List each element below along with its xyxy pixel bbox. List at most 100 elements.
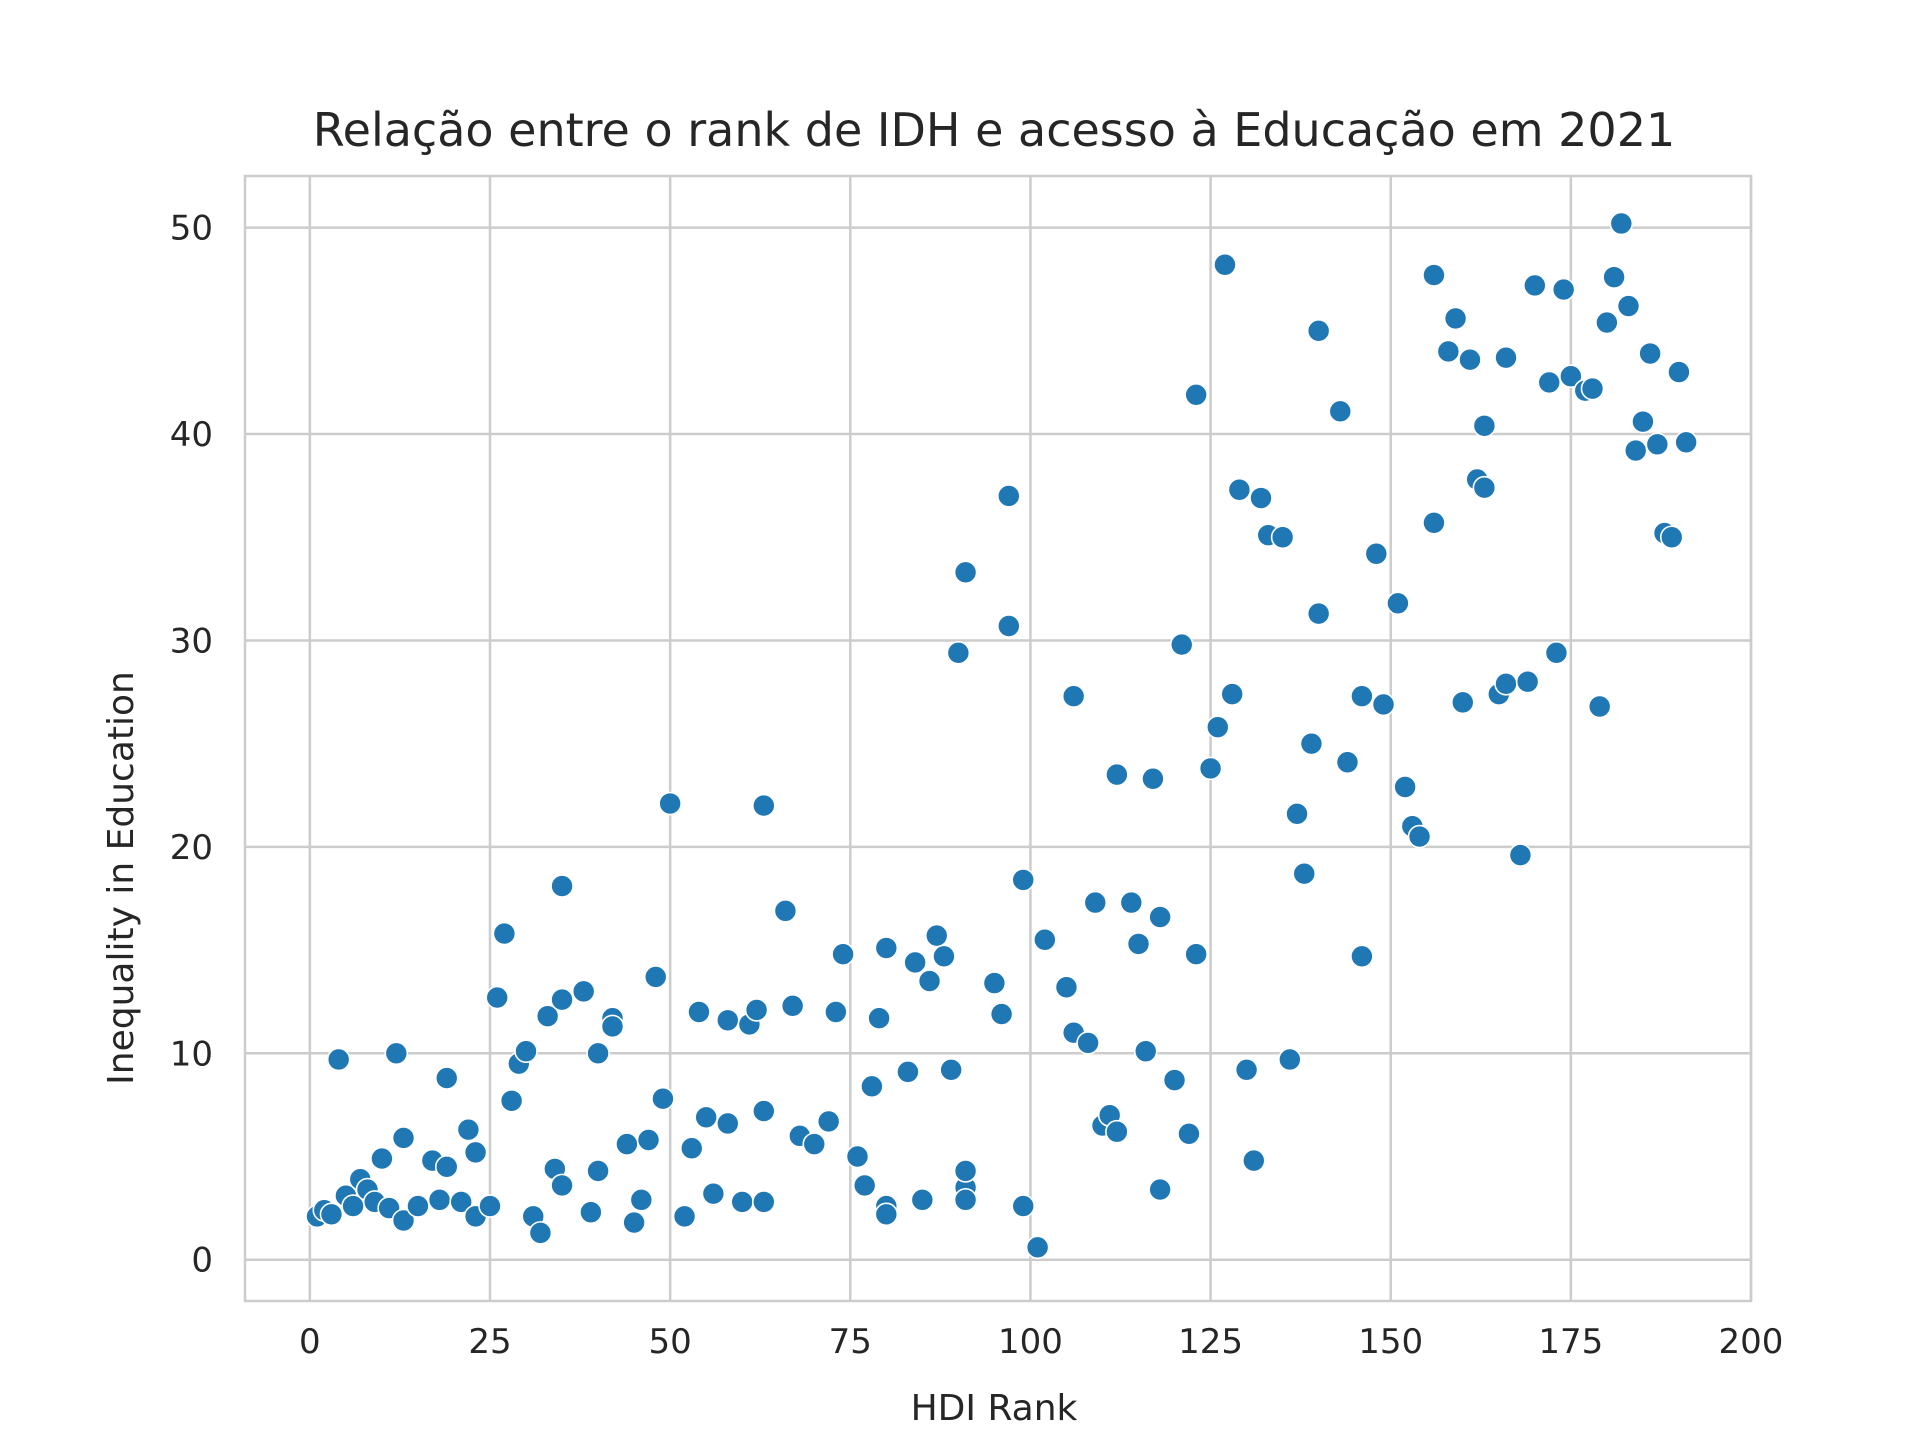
scatter-point: [586, 1041, 610, 1066]
grid: [245, 176, 1753, 1301]
scatter-point: [910, 1188, 935, 1212]
scatter-point: [1609, 211, 1634, 236]
scatter-point: [1213, 252, 1237, 277]
y-tick-label: 30: [170, 621, 213, 661]
scatter-point: [1472, 413, 1497, 438]
y-tick-label: 10: [170, 1034, 213, 1074]
x-tick-label: 100: [998, 1322, 1063, 1362]
scatter-point: [679, 1136, 704, 1161]
scatter-point: [629, 1188, 654, 1212]
scatter-point: [874, 936, 899, 960]
scatter-point: [326, 1047, 351, 1072]
scatter-point: [550, 1173, 574, 1198]
scatter-point: [1422, 263, 1446, 287]
scatter-point: [636, 1128, 661, 1152]
scatter-point: [1551, 277, 1576, 302]
x-tick-label: 25: [468, 1322, 511, 1362]
scatter-point: [535, 1004, 560, 1028]
scatter-point: [694, 1105, 718, 1130]
scatter-point: [651, 1086, 675, 1111]
scatter-point: [449, 1190, 473, 1214]
x-tick-label: 50: [649, 1322, 692, 1362]
scatter-point: [1371, 692, 1396, 717]
scatter-point: [773, 899, 798, 923]
y-tick-label: 40: [170, 415, 213, 455]
scatter-point: [752, 1190, 776, 1214]
scatter-point: [1508, 843, 1533, 867]
scatter-point: [1674, 430, 1698, 455]
scatter-point: [1234, 1058, 1259, 1082]
scatter-point: [528, 1221, 553, 1245]
scatter-point: [917, 969, 942, 993]
scatter-point: [1105, 762, 1129, 787]
scatter-point: [946, 641, 971, 665]
scatter-point: [982, 971, 1007, 995]
scatter-point: [434, 1066, 459, 1090]
scatter-point: [715, 1008, 740, 1033]
scatter-point: [1105, 1119, 1129, 1144]
scatter-point: [1285, 802, 1309, 826]
scatter-point: [1631, 409, 1655, 434]
scatter-point: [1119, 890, 1144, 915]
scatter-point: [1667, 360, 1691, 384]
scatter-point: [1169, 632, 1194, 657]
scatter-point: [1148, 905, 1172, 929]
scatter-point: [816, 1109, 841, 1134]
scatter-point: [600, 1014, 625, 1039]
scatter-point: [852, 1173, 877, 1198]
scatter-point: [953, 1188, 978, 1212]
scatter-point: [456, 1117, 481, 1142]
scatter-point: [672, 1204, 697, 1229]
scatter-point: [463, 1140, 488, 1165]
scatter-point: [1422, 510, 1446, 535]
scatter-point: [1126, 932, 1151, 956]
scatter-point: [550, 874, 574, 898]
scatter-point: [780, 994, 805, 1018]
chart-title: Relação entre o rank de IDH e acesso à E…: [313, 103, 1675, 157]
scatter-point: [615, 1132, 639, 1156]
scatter-point: [1544, 641, 1569, 665]
y-tick-label: 50: [170, 209, 213, 249]
x-tick-label: 0: [299, 1322, 321, 1362]
scatter-point: [1458, 347, 1482, 372]
scatter-point: [939, 1058, 963, 1082]
scatter-point: [514, 1039, 538, 1064]
scatter-point: [1278, 1047, 1302, 1072]
scatter-point: [384, 1041, 409, 1066]
scatter-point: [831, 942, 855, 967]
scatter-point: [1220, 682, 1244, 706]
scatter-point: [571, 979, 596, 1004]
scatter-point: [579, 1200, 603, 1225]
scatter-point: [622, 1210, 646, 1235]
scatter-point: [427, 1188, 452, 1212]
scatter-point: [701, 1181, 726, 1206]
scatter-point: [1537, 370, 1562, 395]
scatter-point: [867, 1006, 891, 1031]
scatter-point: [752, 1099, 776, 1123]
scatter-point: [932, 944, 956, 969]
y-tick-label: 20: [170, 828, 213, 868]
scatter-point: [391, 1208, 416, 1233]
scatter-point: [1148, 1177, 1172, 1202]
scatter-point: [1205, 715, 1230, 739]
scatter-point: [1242, 1148, 1266, 1173]
scatter-point: [1364, 541, 1389, 566]
scatter-point: [1350, 944, 1374, 969]
scatter-point: [1393, 775, 1417, 799]
scatter-point: [1184, 942, 1208, 967]
scatter-point: [643, 965, 668, 989]
scatter-point: [434, 1155, 459, 1179]
scatter-point: [1335, 750, 1360, 775]
scatter-point: [1306, 319, 1331, 343]
scatter-point: [658, 791, 682, 816]
scatter-point: [1025, 1235, 1050, 1260]
scatter-point: [499, 1088, 524, 1113]
scatter-point: [319, 1202, 344, 1227]
scatter-point: [1638, 341, 1662, 366]
scatter-point: [802, 1132, 827, 1156]
scatter-point: [953, 1159, 978, 1183]
scatter-point: [1494, 671, 1518, 696]
scatter-point: [406, 1194, 430, 1218]
